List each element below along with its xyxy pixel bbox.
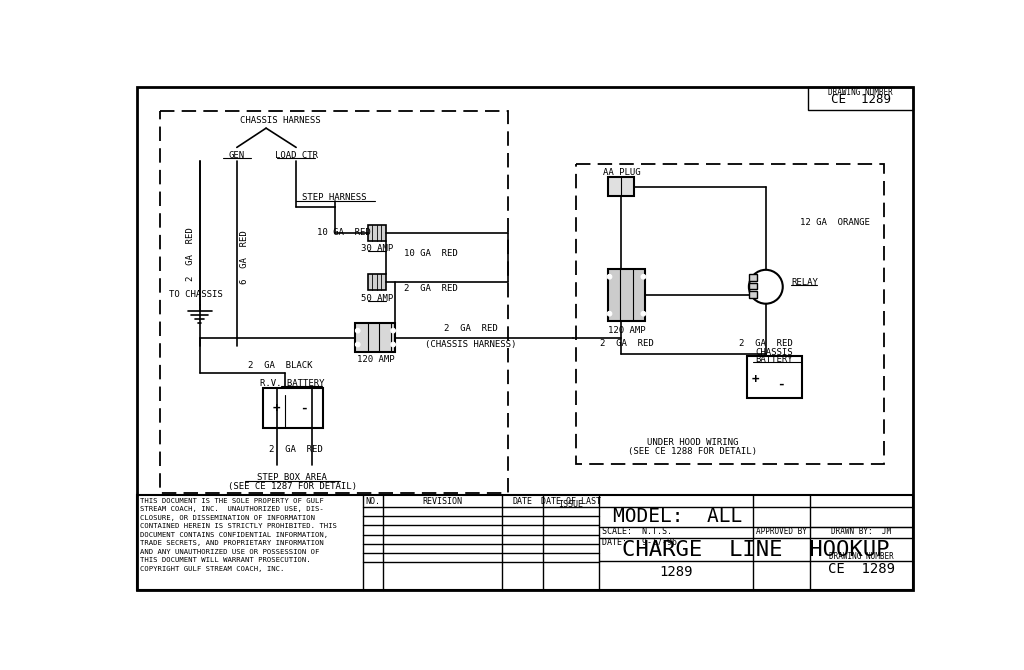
Text: 30 AMP: 30 AMP [360, 244, 393, 253]
Text: STEP BOX AREA: STEP BOX AREA [257, 473, 328, 482]
Text: ISSUE: ISSUE [558, 500, 584, 509]
Bar [368, 225, 386, 241]
Text: +: + [273, 402, 281, 415]
Text: AA PLUG: AA PLUG [603, 168, 641, 178]
Text: BATTERY: BATTERY [756, 355, 794, 364]
Circle shape [391, 328, 395, 333]
Text: REVISION: REVISION [423, 497, 463, 506]
Circle shape [641, 275, 646, 279]
Bar [746, 356, 802, 399]
Bar [749, 275, 757, 281]
Text: -: - [300, 402, 307, 415]
Circle shape [391, 342, 395, 347]
Text: APPROVED BY: APPROVED BY [756, 527, 807, 536]
Bar [263, 389, 323, 428]
Text: 10 GA  RED: 10 GA RED [404, 249, 458, 258]
Text: 2  GA  RED: 2 GA RED [404, 284, 458, 293]
Text: (SEE CE 1288 FOR DETAIL): (SEE CE 1288 FOR DETAIL) [628, 447, 757, 456]
Text: DRAWING NUMBER: DRAWING NUMBER [828, 88, 893, 97]
Text: GEN: GEN [228, 151, 245, 159]
Text: STEP HARNESS: STEP HARNESS [302, 193, 367, 202]
Text: AND ANY UNAUTHORIZED USE OR POSSESSION OF: AND ANY UNAUTHORIZED USE OR POSSESSION O… [140, 549, 319, 555]
Text: CHASSIS HARNESS: CHASSIS HARNESS [241, 116, 321, 125]
Text: R.V. BATTERY: R.V. BATTERY [260, 379, 325, 389]
Text: DRAWING NUMBER: DRAWING NUMBER [828, 552, 894, 561]
Text: DOCUMENT CONTAINS CONFIDENTIAL INFORMATION,: DOCUMENT CONTAINS CONFIDENTIAL INFORMATI… [140, 531, 328, 537]
Text: 6  GA  RED: 6 GA RED [240, 230, 249, 284]
Text: DATE OF LAST: DATE OF LAST [541, 497, 601, 506]
Text: -: - [777, 378, 785, 391]
Text: 1289: 1289 [659, 565, 692, 579]
Bar [608, 178, 634, 196]
Text: 2  GA  RED: 2 GA RED [186, 226, 196, 281]
Text: 120 AMP: 120 AMP [607, 326, 645, 335]
Text: TO CHASSIS: TO CHASSIS [169, 290, 223, 299]
Text: 2  GA  RED: 2 GA RED [739, 339, 793, 348]
Text: 12 GA  ORANGE: 12 GA ORANGE [801, 218, 870, 227]
Text: DATE:   9-17-96: DATE: 9-17-96 [602, 538, 677, 547]
Text: UNDER HOOD WIRING: UNDER HOOD WIRING [647, 438, 738, 447]
Text: MODEL:  ALL: MODEL: ALL [612, 507, 741, 526]
Bar [608, 269, 645, 322]
Text: CONTAINED HEREIN IS STRICTLY PROHIBITED. THIS: CONTAINED HEREIN IS STRICTLY PROHIBITED.… [140, 523, 337, 529]
Text: 2  GA  BLACK: 2 GA BLACK [249, 361, 313, 370]
Text: NO.: NO. [366, 497, 381, 506]
Text: CE  1289: CE 1289 [830, 93, 891, 106]
Text: CE  1289: CE 1289 [827, 562, 895, 576]
Text: RELAY: RELAY [792, 277, 818, 287]
Text: COPYRIGHT GULF STREAM COACH, INC.: COPYRIGHT GULF STREAM COACH, INC. [140, 565, 285, 572]
Text: TRADE SECRETS, AND PROPRIETARY INFORMATION: TRADE SECRETS, AND PROPRIETARY INFORMATI… [140, 540, 324, 546]
Text: SCALE:  N.T.S.: SCALE: N.T.S. [602, 527, 672, 536]
Text: LOAD CTR: LOAD CTR [274, 151, 317, 159]
Circle shape [355, 328, 360, 333]
Text: 2  GA  RED: 2 GA RED [444, 324, 498, 333]
Bar [355, 323, 395, 352]
Text: CLOSURE, OR DISSEMINATION OF INFORMATION: CLOSURE, OR DISSEMINATION OF INFORMATION [140, 515, 314, 521]
Text: STREAM COACH, INC.  UNAUTHORIZED USE, DIS-: STREAM COACH, INC. UNAUTHORIZED USE, DIS… [140, 507, 324, 512]
Text: 120 AMP: 120 AMP [356, 355, 394, 364]
Text: THIS DOCUMENT IS THE SOLE PROPERTY OF GULF: THIS DOCUMENT IS THE SOLE PROPERTY OF GU… [140, 498, 324, 504]
Bar [808, 86, 912, 110]
Text: 2  GA  RED: 2 GA RED [269, 446, 323, 454]
Text: 2  GA  RED: 2 GA RED [600, 339, 653, 348]
Circle shape [607, 275, 611, 279]
Text: 10 GA  RED: 10 GA RED [317, 228, 371, 237]
Text: DATE: DATE [512, 497, 532, 506]
Text: DRAWN BY:  JM: DRAWN BY: JM [831, 527, 891, 536]
Bar [160, 111, 508, 493]
Circle shape [607, 312, 611, 316]
Bar [749, 283, 757, 289]
Text: (CHASSIS HARNESS): (CHASSIS HARNESS) [425, 340, 516, 349]
Text: CHASSIS: CHASSIS [756, 348, 794, 358]
Bar [575, 163, 884, 464]
Text: (SEE CE 1287 FOR DETAIL): (SEE CE 1287 FOR DETAIL) [227, 482, 356, 492]
Bar [749, 291, 757, 297]
Text: CHARGE  LINE  HOOKUP: CHARGE LINE HOOKUP [622, 540, 890, 560]
Bar [368, 275, 386, 290]
Bar [137, 494, 912, 590]
Text: +: + [752, 373, 760, 386]
Text: 50 AMP: 50 AMP [360, 294, 393, 303]
Circle shape [355, 342, 360, 347]
Circle shape [641, 312, 646, 316]
Text: THIS DOCUMENT WILL WARRANT PROSECUTION.: THIS DOCUMENT WILL WARRANT PROSECUTION. [140, 557, 310, 563]
